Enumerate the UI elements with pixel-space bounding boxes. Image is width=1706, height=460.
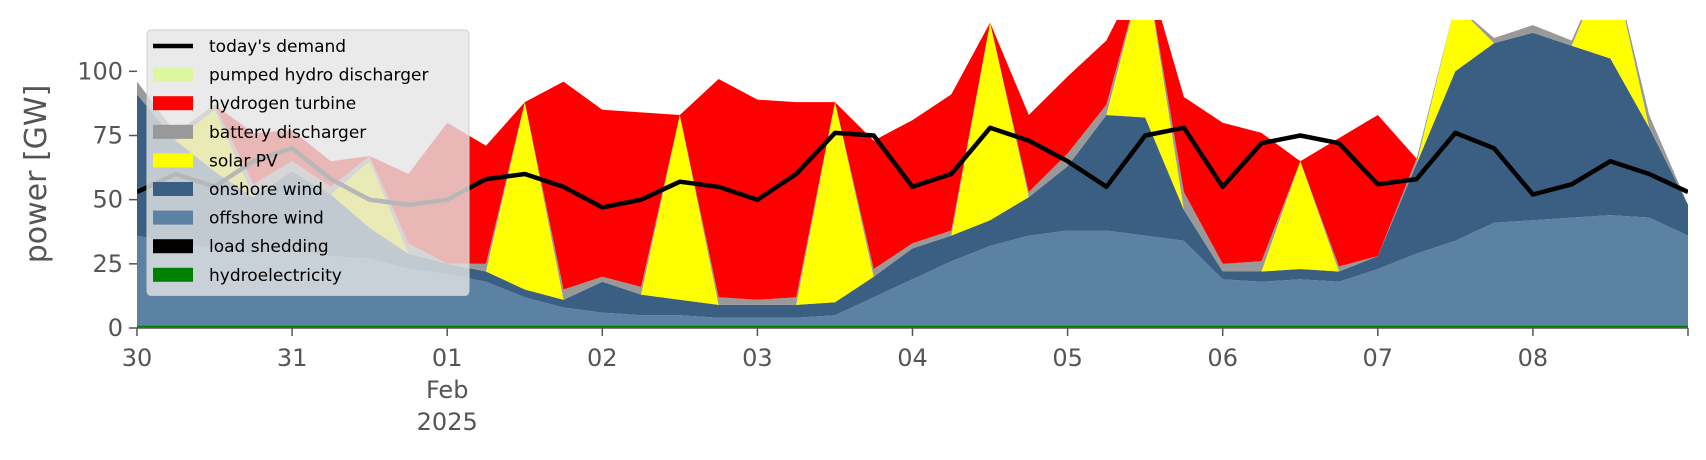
y-tick-label: 25 (92, 250, 123, 278)
area-hydrogen-turbine (137, 20, 1688, 300)
area-battery-discharger (137, 20, 1688, 305)
legend-box (146, 29, 470, 296)
area-solar-pv (137, 20, 1688, 305)
y-tick-label: 0 (108, 314, 123, 342)
x-tick-label: 05 (1052, 344, 1083, 372)
x-tick-label: 08 (1518, 344, 1549, 372)
legend-label: solar PV (209, 151, 278, 171)
y-tick-label: 75 (92, 122, 123, 150)
legend: today's demand pumped hydro discharger hyd… (146, 29, 470, 296)
y-tick-label: 50 (92, 186, 123, 214)
x-tick-label: 07 (1363, 344, 1394, 372)
legend-swatch (153, 239, 193, 254)
legend-swatch (153, 67, 193, 82)
x-axis-ticks: 30 31 01 Feb 2025 02 03 04 05 06 07 08 (122, 328, 1689, 436)
y-axis-label: power [GW] (19, 85, 54, 264)
legend-swatch (153, 124, 193, 139)
legend-swatch (153, 153, 193, 168)
x-tick-label: 04 (897, 344, 928, 372)
legend-label: hydroelectricity (209, 266, 342, 286)
legend-label: offshore wind (209, 209, 324, 229)
legend-label: today's demand (209, 37, 346, 57)
area-offshore-wind (137, 215, 1688, 326)
x-tick-label: 06 (1207, 344, 1238, 372)
x-tick-year-label: 2025 (417, 408, 478, 436)
legend-label: load shedding (209, 237, 329, 257)
legend-label: battery discharger (209, 123, 366, 143)
y-tick-label: 100 (77, 57, 123, 85)
legend-swatch (153, 267, 193, 282)
legend-label: onshore wind (209, 180, 323, 200)
x-tick-month-label: Feb (426, 376, 469, 404)
legend-swatch (153, 210, 193, 225)
legend-swatch (153, 182, 193, 196)
x-tick-label: 03 (742, 344, 773, 372)
x-tick-label: 30 (122, 344, 153, 372)
legend-label: hydrogen turbine (209, 94, 356, 114)
legend-swatch (153, 96, 193, 111)
legend-label: pumped hydro discharger (209, 66, 428, 86)
area-onshore-wind (137, 32, 1688, 318)
x-tick-label: 31 (277, 344, 308, 372)
x-tick-label: 02 (587, 344, 618, 372)
x-tick-label: 01 (432, 344, 463, 372)
y-axis-ticks: 0 25 50 75 100 (77, 57, 137, 342)
